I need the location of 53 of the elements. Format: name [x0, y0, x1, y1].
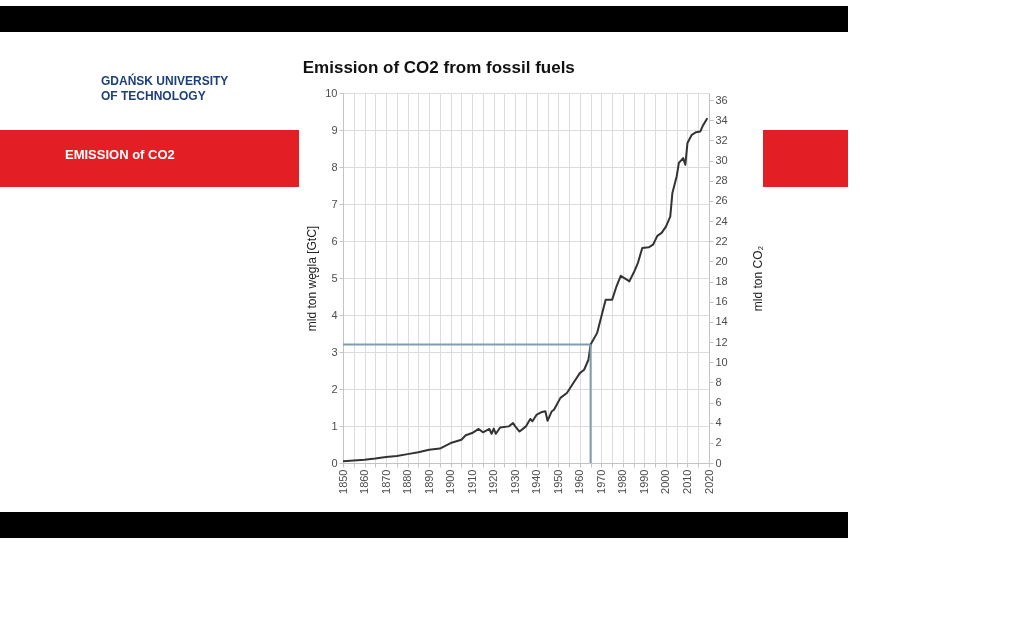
y2-axis-title: mld ton CO₂ — [750, 245, 765, 312]
x-tick-label: 2020 — [702, 469, 715, 494]
chart-title: Emission of CO2 from fossil fuels — [302, 58, 575, 77]
text: EMISSION of CO2 — [65, 147, 175, 162]
y2-tick-label: 0 — [715, 456, 722, 469]
x-tick-label: 1860 — [358, 469, 371, 494]
y-tick-label: 3 — [331, 345, 338, 358]
y2-tick-label: 10 — [715, 355, 728, 368]
y-tick-label: 6 — [331, 234, 338, 247]
x-tick-label: 1990 — [637, 469, 650, 494]
y-tick-label: 4 — [331, 308, 338, 321]
y-tick-label: 9 — [331, 123, 338, 136]
y2-tick-label: 18 — [715, 275, 728, 288]
y-tick-label: 1 — [331, 419, 338, 432]
y-tick-label: 10 — [325, 86, 338, 99]
y-tick-label: 8 — [331, 160, 338, 173]
x-tick-label: 2010 — [680, 469, 693, 494]
y2-tick-label: 14 — [715, 315, 728, 328]
y2-tick-label: 12 — [715, 335, 728, 348]
y-tick-label: 0 — [331, 456, 338, 469]
y2-tick-label: 2 — [715, 436, 722, 449]
x-tick-label: 1970 — [594, 469, 607, 494]
y2-tick-label: 22 — [715, 234, 728, 247]
x-tick-label: 1940 — [530, 469, 543, 494]
x-tick-label: 1910 — [465, 469, 478, 494]
text: GDAŃSK UNIVERSITY OF TECHNOLOGY — [101, 74, 230, 104]
y2-tick-label: 8 — [715, 375, 722, 388]
y2-tick-label: 30 — [715, 154, 728, 167]
y2-tick-label: 36 — [715, 93, 728, 106]
y-axis-title: mld ton węgla [GtC] — [305, 225, 320, 332]
x-tick-label: 1900 — [444, 469, 457, 494]
y2-tick-label: 28 — [715, 174, 728, 187]
y2-tick-label: 6 — [715, 396, 722, 409]
y2-tick-label: 20 — [715, 254, 728, 267]
x-tick-label: 2000 — [659, 469, 672, 494]
x-tick-label: 1880 — [401, 469, 414, 494]
x-tick-label: 1870 — [379, 469, 392, 494]
x-tick-label: 1980 — [616, 469, 629, 494]
y2-tick-label: 16 — [715, 295, 728, 308]
y2-tick-label: 4 — [715, 416, 722, 429]
y-tick-label: 5 — [331, 271, 338, 284]
x-tick-label: 1920 — [487, 469, 500, 494]
x-tick-label: 1850 — [336, 469, 349, 494]
x-tick-label: 1930 — [508, 469, 521, 494]
y2-tick-label: 34 — [715, 113, 728, 126]
y-tick-label: 2 — [331, 382, 338, 395]
y2-tick-label: 24 — [715, 214, 728, 227]
y2-tick-label: 32 — [715, 133, 728, 146]
x-tick-label: 1960 — [573, 469, 586, 494]
y2-tick-label: 26 — [715, 194, 728, 207]
x-tick-label: 1950 — [551, 469, 564, 494]
x-tick-label: 1890 — [422, 469, 435, 494]
y-tick-label: 7 — [331, 197, 338, 210]
